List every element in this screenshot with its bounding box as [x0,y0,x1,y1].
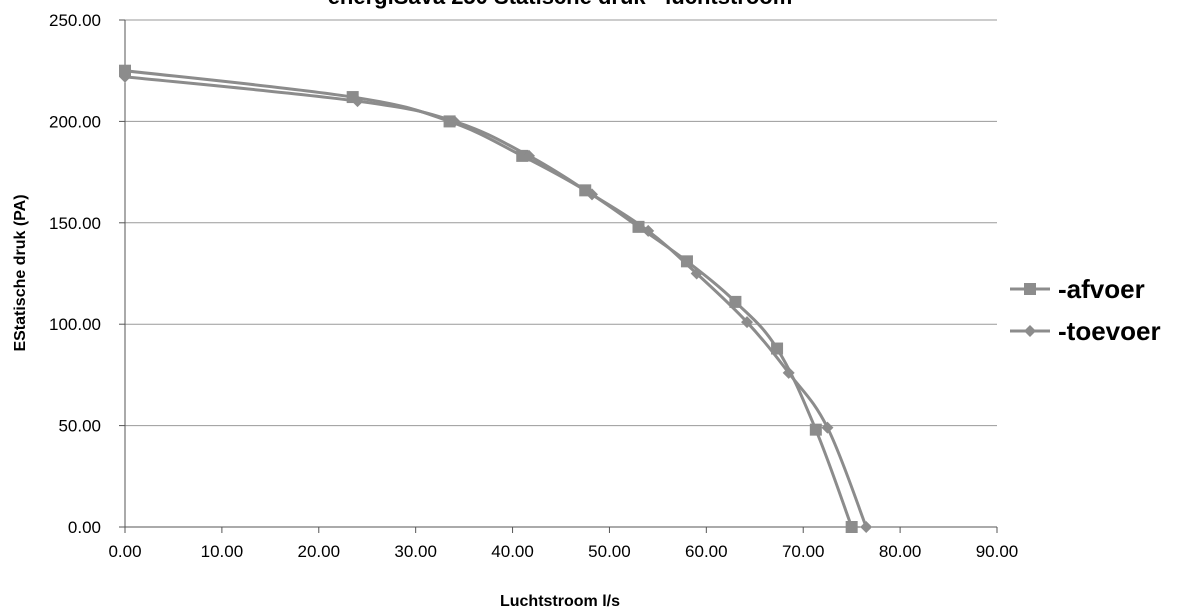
legend-label: -toevoer [1058,316,1161,346]
data-point-square [119,64,131,77]
grid [119,19,997,528]
data-point-diamond [119,70,131,83]
x-axis-label: Luchtstroom l/s [500,593,620,610]
data-point-square [680,255,693,268]
legend-label: -afvoer [1058,274,1145,304]
y-axis-label: EStatische druk (PA) [12,194,29,351]
legend-item: -toevoer [1010,316,1161,346]
x-tick-label: 70.00 [782,542,825,561]
x-tick-label: 0.00 [108,542,141,561]
y-tick-label: 100.00 [49,315,101,334]
x-tick-label: 50.00 [588,542,631,561]
x-tick-labels: 0.00 10.00 20.00 30.00 40.00 50.00 60.00 70.00 8… [108,542,1018,561]
legend-item: -afvoer [1010,274,1145,304]
series-layer [119,64,873,533]
x-tick-label: 10.00 [201,542,244,561]
x-tick-label: 60.00 [685,542,728,561]
legend: -afvoer -toevoer [1010,274,1161,346]
data-point-diamond [351,95,364,108]
y-tick-labels: 0.00 50.00 100.00 150.00 200.00 250.00 [49,11,101,537]
data-point-square [771,342,784,355]
y-tick-label: 0.00 [68,518,101,537]
data-point-square [729,295,742,308]
data-point-square [632,220,645,233]
y-tick-label: 50.00 [58,417,101,436]
data-point-diamond [821,421,834,434]
y-tick-label: 250.00 [49,11,101,30]
data-point-diamond [782,366,795,379]
data-point-square [809,423,822,436]
data-point-diamond [523,149,536,162]
data-point-diamond [741,316,754,329]
y-tick-label: 150.00 [49,214,101,233]
legend-marker [1024,325,1036,337]
axes [124,20,998,533]
series-line [124,69,854,528]
data-point-diamond [586,188,599,201]
data-point-square [845,521,858,533]
x-tick-label: 20.00 [298,542,341,561]
data-point-diamond [642,224,655,237]
data-point-diamond [448,115,461,128]
series-toevoer [119,70,873,533]
series-line [124,75,868,528]
chart-title: energiSava 250 Statische druk - luchtstr… [328,0,793,9]
x-tick-label: 40.00 [491,542,534,561]
x-tick-label: 90.00 [976,542,1019,561]
data-point-diamond [860,521,873,533]
legend-marker [1024,283,1036,295]
x-tick-label: 30.00 [394,542,437,561]
y-tick-label: 200.00 [49,112,101,131]
x-tick-label: 80.00 [879,542,922,561]
data-point-diamond [690,267,703,280]
